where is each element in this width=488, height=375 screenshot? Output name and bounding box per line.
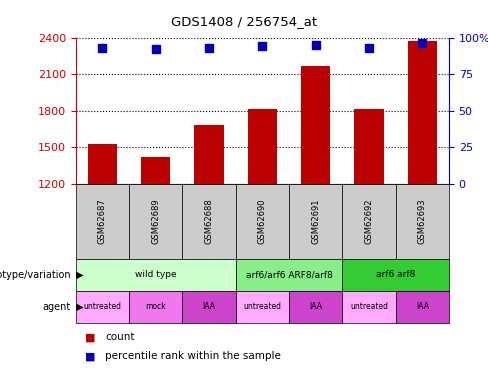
Text: mock: mock: [145, 302, 166, 311]
Point: [205, 45, 213, 51]
Text: genotype/variation: genotype/variation: [0, 270, 71, 280]
Bar: [76, 184, 129, 259]
Bar: [141, 157, 170, 184]
Text: GSM62693: GSM62693: [418, 198, 427, 244]
Text: IAA: IAA: [203, 302, 216, 311]
Point: [152, 46, 160, 52]
Bar: [396, 291, 449, 322]
Bar: [194, 125, 224, 184]
Bar: [76, 259, 236, 291]
Bar: [236, 291, 289, 322]
Point: [259, 43, 266, 49]
Bar: [396, 184, 449, 259]
Bar: [129, 291, 183, 322]
Text: percentile rank within the sample: percentile rank within the sample: [105, 351, 281, 361]
Text: agent: agent: [42, 302, 71, 312]
Text: untreated: untreated: [244, 302, 281, 311]
Text: wild type: wild type: [135, 270, 177, 279]
Text: ■: ■: [85, 333, 96, 342]
Bar: [129, 184, 183, 259]
Text: ■: ■: [85, 351, 96, 361]
Bar: [342, 259, 449, 291]
Bar: [88, 144, 117, 184]
Text: untreated: untreated: [350, 302, 388, 311]
Bar: [247, 110, 277, 184]
Point: [312, 42, 320, 48]
Point: [418, 40, 426, 46]
Text: GSM62690: GSM62690: [258, 198, 267, 244]
Text: GSM62687: GSM62687: [98, 198, 107, 244]
Text: GSM62691: GSM62691: [311, 198, 320, 244]
Point: [99, 45, 106, 51]
Text: ▶: ▶: [73, 302, 84, 312]
Text: GSM62688: GSM62688: [204, 198, 213, 244]
Text: arf6 arf8: arf6 arf8: [376, 270, 415, 279]
Text: count: count: [105, 333, 134, 342]
Text: untreated: untreated: [83, 302, 122, 311]
Bar: [342, 291, 396, 322]
Bar: [407, 41, 437, 184]
Bar: [354, 110, 384, 184]
Text: GDS1408 / 256754_at: GDS1408 / 256754_at: [171, 15, 317, 28]
Text: IAA: IAA: [309, 302, 322, 311]
Bar: [236, 259, 342, 291]
Bar: [183, 184, 236, 259]
Text: ▶: ▶: [73, 270, 84, 280]
Bar: [289, 184, 342, 259]
Point: [365, 45, 373, 51]
Bar: [183, 291, 236, 322]
Bar: [289, 291, 342, 322]
Text: arf6/arf6 ARF8/arf8: arf6/arf6 ARF8/arf8: [245, 270, 332, 279]
Bar: [342, 184, 396, 259]
Bar: [301, 66, 330, 184]
Bar: [76, 291, 129, 322]
Text: GSM62692: GSM62692: [365, 198, 373, 244]
Bar: [236, 184, 289, 259]
Text: GSM62689: GSM62689: [151, 198, 160, 244]
Text: IAA: IAA: [416, 302, 429, 311]
